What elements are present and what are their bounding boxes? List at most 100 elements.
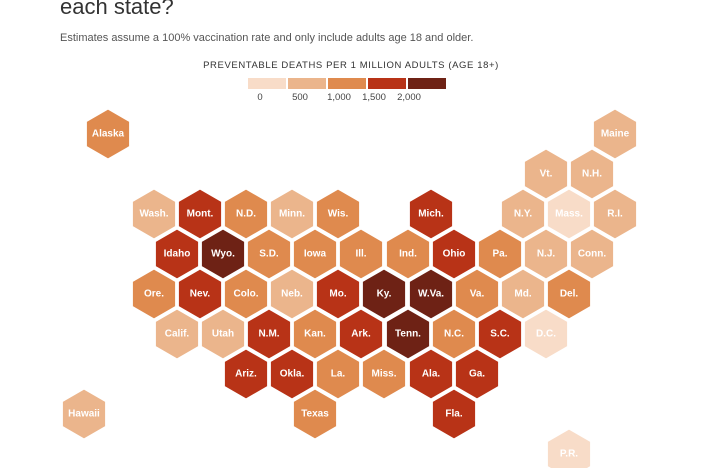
state-hex-shape [268,267,316,321]
state-hex-miss[interactable]: Miss. [360,347,408,401]
state-label: Iowa [304,249,327,260]
state-hex-shape [430,227,478,281]
state-label: Md. [514,289,531,300]
state-hex-shape [407,347,455,401]
state-hex-nd[interactable]: N.D. [222,187,270,241]
state-label: R.I. [607,209,623,220]
legend-tick-label: 2,000 [397,92,421,103]
state-hex-pr[interactable]: P.R. [545,427,593,468]
state-hex-shape [130,267,178,321]
state-hex-shape [545,267,593,321]
state-hex-ill[interactable]: Ill. [337,227,385,281]
state-hex-sc[interactable]: S.C. [476,307,524,361]
state-label: Wis. [328,209,349,220]
state-hex-nj[interactable]: N.J. [522,227,570,281]
state-hex-okla[interactable]: Okla. [268,347,316,401]
state-hex-fla[interactable]: Fla. [430,387,478,441]
state-label: Utah [212,329,234,340]
state-label: N.Y. [514,209,533,220]
state-hex-dc[interactable]: D.C. [522,307,570,361]
state-hex-ri[interactable]: R.I. [591,187,639,241]
state-label: W.Va. [418,289,444,300]
state-hex-utah[interactable]: Utah [199,307,247,361]
state-label: Minn. [279,209,305,220]
legend-swatch-4 [408,78,446,89]
state-hex-shape [337,227,385,281]
state-hex-shape [268,187,316,241]
state-label: Neb. [281,289,303,300]
state-hex-idaho[interactable]: Idaho [153,227,201,281]
state-hex-md[interactable]: Md. [499,267,547,321]
state-hex-mich[interactable]: Mich. [407,187,455,241]
legend-labels: 0 500 1,000 1,500 2,000 [0,92,702,106]
state-label: Texas [301,409,329,420]
state-hex-shape [430,387,478,441]
state-label: Ind. [399,249,417,260]
state-label: Ohio [443,249,466,260]
state-hex-mass[interactable]: Mass. [545,187,593,241]
state-label: N.C. [444,329,464,340]
state-hex-ariz[interactable]: Ariz. [222,347,270,401]
state-hex-shape [568,227,616,281]
state-hex-shape [314,347,362,401]
state-hex-nev[interactable]: Nev. [176,267,224,321]
state-hex-mont[interactable]: Mont. [176,187,224,241]
state-hex-colo[interactable]: Colo. [222,267,270,321]
legend-swatch-3 [368,78,406,89]
state-hex-ga[interactable]: Ga. [453,347,501,401]
state-hex-wva[interactable]: W.Va. [407,267,455,321]
state-hex-ky[interactable]: Ky. [360,267,408,321]
state-label: Okla. [280,369,305,380]
state-hex-pa[interactable]: Pa. [476,227,524,281]
state-label: Miss. [371,369,396,380]
state-label: Wash. [139,209,168,220]
state-hex-kan[interactable]: Kan. [291,307,339,361]
state-hex-ark[interactable]: Ark. [337,307,385,361]
state-hex-texas[interactable]: Texas [291,387,339,441]
state-hex-maine[interactable]: Maine [591,107,639,161]
state-hex-iowa[interactable]: Iowa [291,227,339,281]
state-hex-vt[interactable]: Vt. [522,147,570,201]
state-hex-ny[interactable]: N.Y. [499,187,547,241]
state-hex-conn[interactable]: Conn. [568,227,616,281]
state-hex-la[interactable]: La. [314,347,362,401]
state-hex-shape [522,307,570,361]
state-hex-ind[interactable]: Ind. [384,227,432,281]
state-hex-nm[interactable]: N.M. [245,307,293,361]
state-hex-ala[interactable]: Ala. [407,347,455,401]
state-hex-del[interactable]: Del. [545,267,593,321]
state-label: Mo. [329,289,346,300]
state-hex-nh[interactable]: N.H. [568,147,616,201]
state-hex-ore[interactable]: Ore. [130,267,178,321]
legend-tick-label: 0 [257,92,263,103]
state-hex-shape [291,227,339,281]
state-hex-neb[interactable]: Neb. [268,267,316,321]
state-label: Mich. [418,209,444,220]
legend-tick-label: 1,500 [362,92,386,103]
state-label: Maine [601,129,630,140]
state-hex-alaska[interactable]: Alaska [84,107,132,161]
state-hex-wis[interactable]: Wis. [314,187,362,241]
state-hex-wyo[interactable]: Wyo. [199,227,247,281]
state-label: Kan. [304,329,326,340]
state-hex-nc[interactable]: N.C. [430,307,478,361]
state-label: Mass. [555,209,583,220]
state-hex-shape [176,267,224,321]
state-hex-ohio[interactable]: Ohio [430,227,478,281]
state-hex-wash[interactable]: Wash. [130,187,178,241]
state-label: Colo. [234,289,259,300]
state-label: Pa. [492,249,507,260]
state-label: Va. [470,289,485,300]
state-hex-tenn[interactable]: Tenn. [384,307,432,361]
state-hex-shape [199,227,247,281]
state-hex-calif[interactable]: Calif. [153,307,201,361]
state-hex-hawaii[interactable]: Hawaii [60,387,108,441]
state-label: Alaska [92,129,125,140]
state-hex-sd[interactable]: S.D. [245,227,293,281]
state-hex-va[interactable]: Va. [453,267,501,321]
state-hex-minn[interactable]: Minn. [268,187,316,241]
state-hex-mo[interactable]: Mo. [314,267,362,321]
state-hex-shape [522,227,570,281]
state-hex-shape [545,427,593,468]
legend-swatch-2 [328,78,366,89]
